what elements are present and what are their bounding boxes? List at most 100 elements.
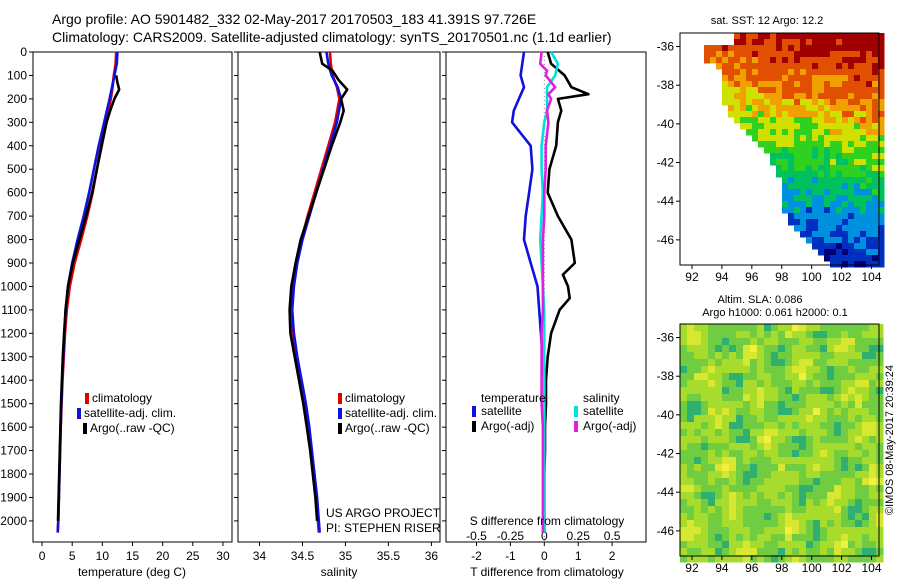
sla-cell — [799, 478, 807, 486]
sla-cell — [764, 331, 772, 339]
sla-cell — [722, 541, 730, 549]
sla-cell — [855, 506, 863, 514]
sst-cell — [800, 93, 807, 100]
sla-cell — [813, 359, 821, 367]
sst-cell — [824, 147, 831, 154]
depth-tick-label: 900 — [7, 256, 27, 270]
sla-cell — [806, 492, 814, 500]
sla-cell — [813, 527, 821, 535]
sla-cell — [820, 485, 828, 493]
sla-cell — [757, 478, 765, 486]
sst-cell — [812, 81, 819, 88]
sla-cell — [680, 548, 688, 556]
sst-cell — [830, 57, 837, 64]
sst-cell — [794, 57, 801, 64]
sla-cell — [820, 359, 828, 367]
sst-cell — [854, 225, 861, 232]
x-tick-label: 35.5 — [377, 549, 401, 563]
sst-cell — [806, 93, 813, 100]
sla-cell — [771, 366, 779, 374]
sst-cell — [794, 219, 801, 226]
sla-cell — [736, 394, 744, 402]
sst-cell — [758, 111, 765, 118]
sst-map-panel: sat. SST: 12 Argo: 12.2 92 94 96 98 100 102 10… — [657, 15, 885, 284]
sla-cell — [778, 366, 786, 374]
sla-cell — [715, 464, 723, 472]
sst-cell — [806, 105, 813, 112]
legend-swatch-climatology — [85, 393, 89, 404]
sla-cell — [792, 485, 800, 493]
sla-cell — [876, 471, 884, 479]
sst-cell — [836, 69, 843, 76]
sla-cell — [764, 373, 772, 381]
sst-cell — [836, 93, 843, 100]
sst-cell — [800, 63, 807, 70]
sst-cell — [800, 147, 807, 154]
sst-cell — [812, 69, 819, 76]
longitude-tick-label: 98 — [775, 561, 789, 575]
sla-cell — [715, 394, 723, 402]
sla-cell — [834, 401, 842, 409]
sla-cell — [834, 338, 842, 346]
sst-cell — [800, 81, 807, 88]
sla-cell — [701, 408, 709, 416]
latitude-tick-label: -36 — [657, 331, 675, 345]
sst-cell — [710, 57, 717, 64]
sla-cell — [820, 387, 828, 395]
sla-cell — [792, 415, 800, 423]
sst-cell — [866, 63, 873, 70]
sst-cell — [872, 63, 879, 70]
sst-cell — [704, 57, 711, 64]
sst-cell — [854, 231, 861, 238]
sla-cell — [715, 548, 723, 556]
sst-cell — [878, 153, 885, 160]
sla-cell — [764, 506, 772, 514]
sla-cell — [848, 324, 856, 332]
sla-cell — [771, 436, 779, 444]
sla-cell — [771, 450, 779, 458]
sst-cell — [860, 237, 867, 244]
sla-cell — [813, 436, 821, 444]
sst-cell — [764, 135, 771, 142]
sst-cell — [788, 147, 795, 154]
sla-cell — [757, 527, 765, 535]
sla-cell — [687, 513, 695, 521]
sla-cell — [680, 359, 688, 367]
sla-cell — [680, 464, 688, 472]
temperature-profile-lines — [56, 51, 121, 533]
sla-cell — [750, 408, 758, 416]
x-tick-label: 15 — [126, 549, 140, 563]
sla-cell — [722, 366, 730, 374]
sst-cell — [770, 159, 777, 166]
sla-cell — [827, 338, 835, 346]
sla-cell — [813, 443, 821, 451]
sla-cell — [729, 429, 737, 437]
sla-cell — [834, 443, 842, 451]
sla-cell — [757, 359, 765, 367]
sst-cell — [812, 195, 819, 202]
sst-cell — [812, 87, 819, 94]
sla-cell — [876, 352, 884, 360]
sst-cell — [854, 69, 861, 76]
sla-cell — [848, 422, 856, 430]
sla-cell — [757, 352, 765, 360]
sla-cell — [792, 331, 800, 339]
sst-cell — [878, 183, 885, 190]
sst-cell — [836, 75, 843, 82]
sst-cell — [776, 129, 783, 136]
sla-cell — [729, 366, 737, 374]
sst-cell — [776, 45, 783, 52]
sla-cell — [799, 401, 807, 409]
sla-cell — [750, 436, 758, 444]
sst-cell — [824, 135, 831, 142]
sla-cell — [785, 429, 793, 437]
sla-cell — [869, 436, 877, 444]
sst-cell — [860, 93, 867, 100]
sla-cell — [799, 499, 807, 507]
sla-cell — [834, 387, 842, 395]
sla-cell — [771, 478, 779, 486]
latitude-tick-label: -40 — [657, 117, 675, 131]
sst-cell — [770, 63, 777, 70]
sla-cell — [792, 429, 800, 437]
